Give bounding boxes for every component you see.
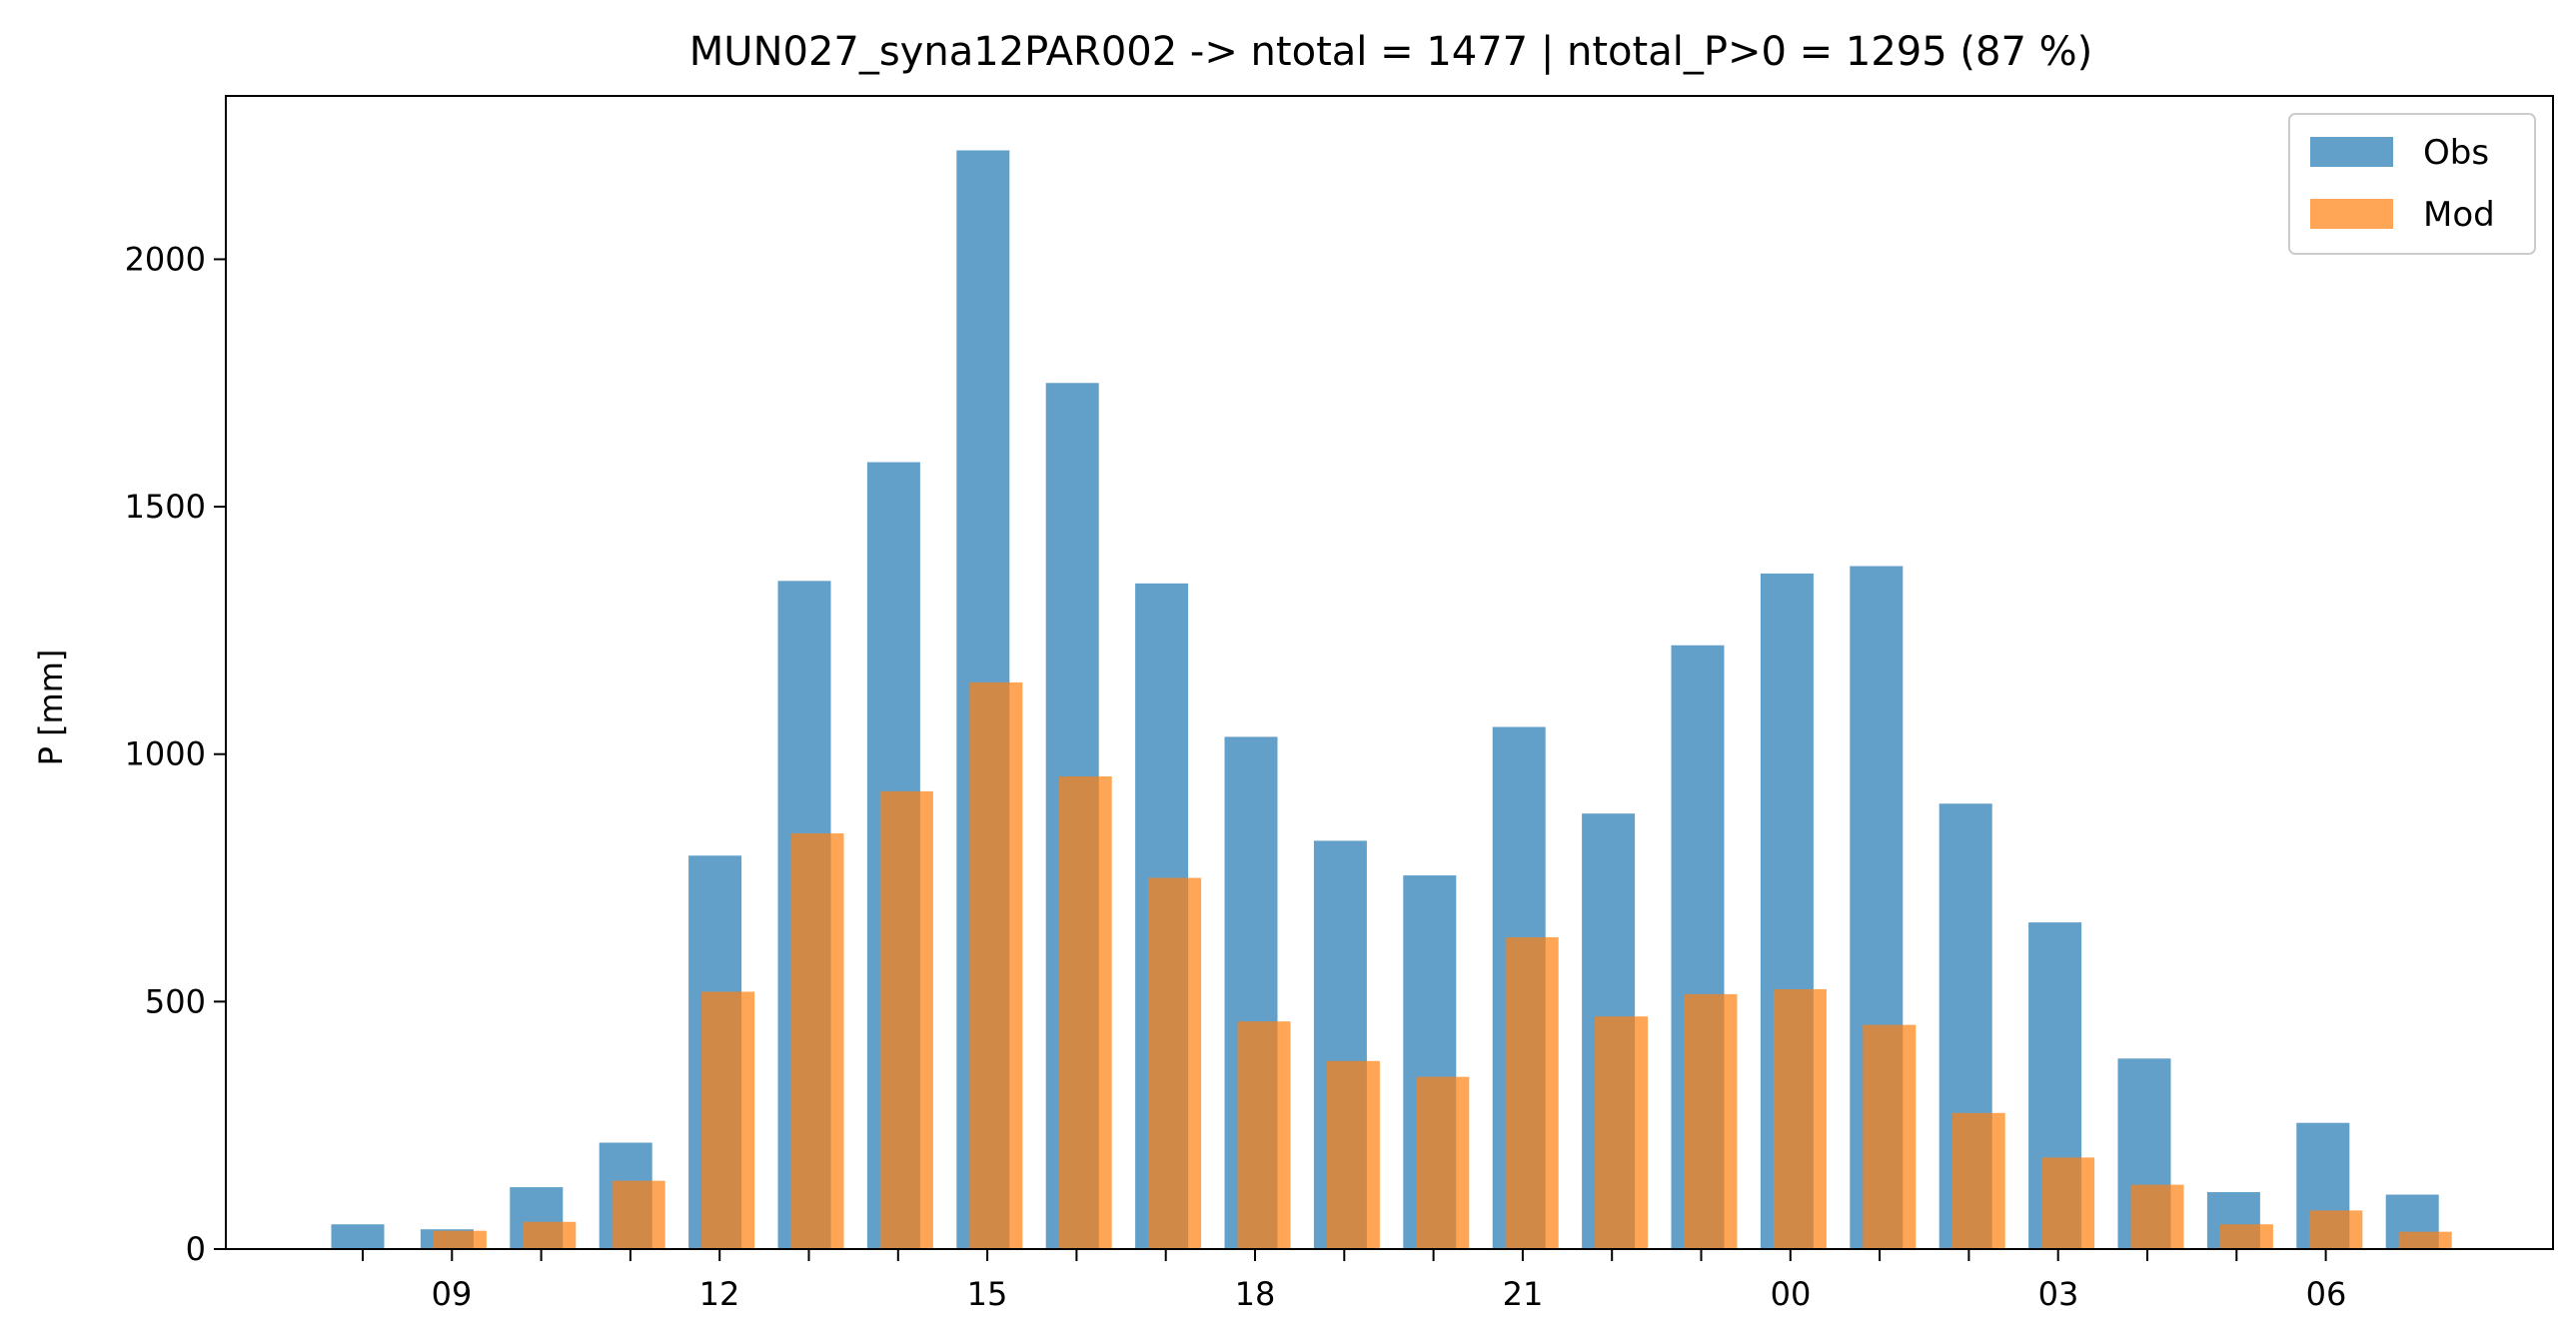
x-tick-label: 06: [2306, 1275, 2347, 1313]
x-tick-label: 03: [2038, 1275, 2079, 1313]
bars-group: [331, 150, 2452, 1249]
mod-bar: [1951, 1112, 2005, 1249]
x-tick-label: 09: [432, 1275, 473, 1313]
y-axis: 0 500 1000 1500 2000: [125, 240, 226, 1268]
y-tick-label: 500: [145, 982, 206, 1020]
x-tick-label: 12: [699, 1275, 740, 1313]
mod-bar: [1595, 1016, 1649, 1249]
x-axis: 09 12 15 18 21 00 03 06: [362, 1249, 2347, 1313]
mod-bar: [2309, 1210, 2363, 1249]
legend-swatch-obs: [2310, 137, 2393, 167]
legend: Obs Mod: [2288, 113, 2536, 255]
mod-bar: [1058, 776, 1112, 1249]
mod-bar: [1773, 988, 1827, 1249]
y-tick-label: 0: [186, 1230, 206, 1268]
plot-frame: [225, 95, 2554, 1250]
mod-bar: [2130, 1184, 2184, 1249]
y-tick-label: 1500: [125, 488, 206, 526]
y-tick-label: 1000: [125, 735, 206, 773]
mod-bar: [2219, 1224, 2273, 1249]
legend-frame: [2288, 113, 2536, 255]
x-tick-label: 15: [967, 1275, 1008, 1313]
mod-bar: [701, 991, 755, 1249]
mod-bar: [790, 832, 844, 1249]
mod-bar: [1326, 1060, 1380, 1249]
chart-title: MUN027_syna12PAR002 -> ntotal = 1477 | n…: [689, 29, 2092, 75]
mod-bar: [612, 1180, 665, 1249]
mod-bar: [1505, 936, 1559, 1249]
mod-bar: [523, 1221, 577, 1249]
x-tick-label: 21: [1503, 1275, 1544, 1313]
mod-bar: [1148, 877, 1202, 1249]
y-axis-label: P [mm]: [32, 650, 70, 766]
mod-bar: [1863, 1024, 1917, 1249]
x-tick-label: 18: [1235, 1275, 1276, 1313]
mod-bar: [879, 790, 933, 1249]
mod-bar: [2398, 1231, 2452, 1249]
mod-bar: [1416, 1076, 1470, 1249]
legend-label-mod: Mod: [2423, 195, 2495, 235]
legend-swatch-mod: [2310, 199, 2393, 229]
mod-bar: [1237, 1021, 1291, 1249]
x-tick-label: 00: [1771, 1275, 1812, 1313]
mod-bar: [2041, 1157, 2095, 1249]
obs-bar: [331, 1224, 385, 1249]
mod-bar: [969, 681, 1023, 1249]
mod-bar: [1684, 993, 1738, 1249]
legend-label-obs: Obs: [2423, 133, 2489, 173]
y-tick-label: 2000: [125, 240, 206, 278]
mod-bar: [433, 1230, 487, 1249]
